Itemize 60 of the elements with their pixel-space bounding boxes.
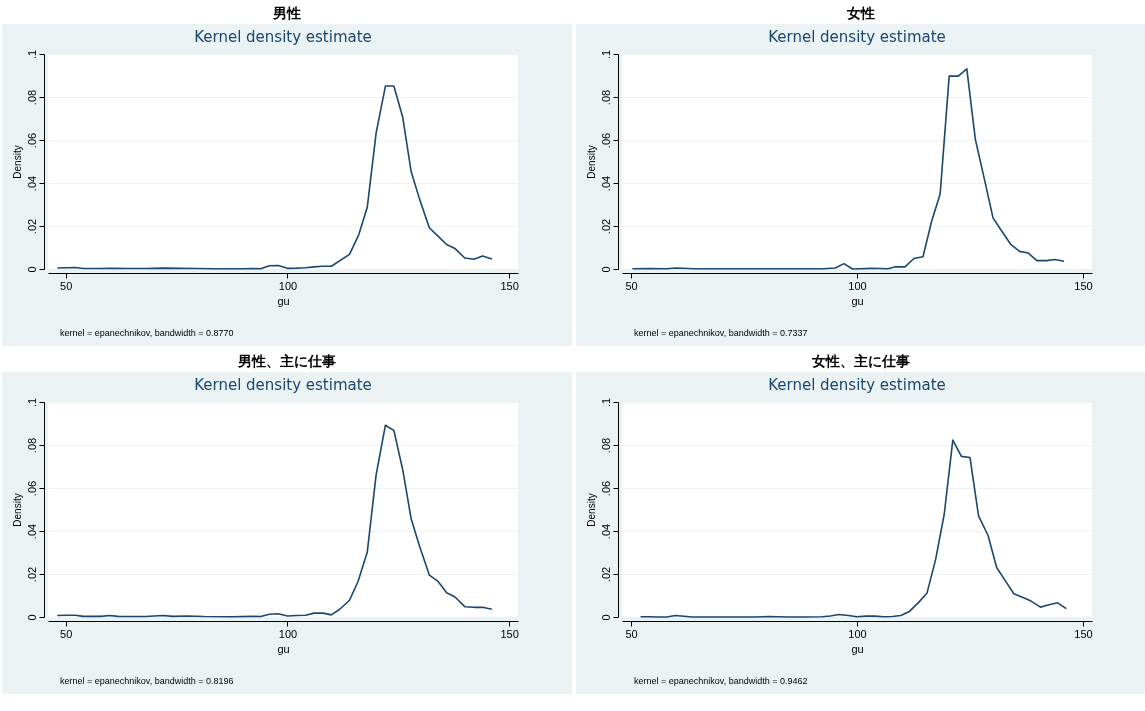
y-axis-title: Density bbox=[11, 493, 23, 527]
y-tick-label: .02 bbox=[25, 218, 38, 235]
chart-subtitle: Kernel density estimate bbox=[194, 28, 372, 47]
chart-title: 男性、主に仕事 bbox=[237, 352, 337, 371]
x-tick-label: 50 bbox=[625, 627, 638, 640]
text: kernel = epanechnikov, bandwidth = 0.9462 bbox=[634, 676, 808, 686]
y-tick-label: .06 bbox=[25, 132, 38, 149]
y-tick-label: .04 bbox=[25, 523, 38, 540]
y-tick-label: .04 bbox=[599, 175, 612, 192]
y-tick-label: .1 bbox=[599, 397, 612, 408]
chart-subtitle: Kernel density estimate bbox=[768, 28, 946, 47]
y-tick-label: .02 bbox=[599, 566, 612, 583]
y-tick-label: 0 bbox=[25, 266, 38, 273]
text: kernel = epanechnikov, bandwidth = 0.8196 bbox=[60, 676, 234, 686]
y-tick-label: .1 bbox=[599, 49, 612, 60]
y-tick-label: 0 bbox=[599, 266, 612, 273]
x-tick-label: 150 bbox=[1074, 279, 1093, 292]
x-tick-label: 150 bbox=[500, 627, 519, 640]
y-axis-title: Density bbox=[11, 145, 23, 179]
y-tick-label: .1 bbox=[25, 49, 38, 60]
y-tick-label: .04 bbox=[25, 175, 38, 192]
x-axis-title: gu bbox=[277, 642, 290, 655]
y-tick-label: .08 bbox=[25, 89, 38, 106]
text: kernel = epanechnikov, bandwidth = 0.7337 bbox=[634, 328, 808, 338]
y-tick-label: .08 bbox=[25, 437, 38, 454]
x-tick-label: 50 bbox=[625, 279, 638, 292]
chart-subtitle: Kernel density estimate bbox=[194, 376, 372, 395]
chart-title: 男性 bbox=[272, 4, 302, 23]
y-tick-label: 0 bbox=[25, 614, 38, 621]
x-tick-label: 100 bbox=[278, 279, 298, 292]
x-tick-label: 100 bbox=[278, 627, 298, 640]
line-series bbox=[639, 439, 1068, 618]
y-tick-label: .06 bbox=[25, 480, 38, 497]
chart-title: 女性、主に仕事 bbox=[811, 352, 911, 371]
y-axis-title: Density bbox=[585, 493, 597, 527]
y-tick-label: 0 bbox=[599, 614, 612, 621]
y-tick-label: .02 bbox=[25, 566, 38, 583]
line-series bbox=[56, 424, 493, 618]
y-tick-label: .06 bbox=[599, 132, 612, 149]
chart-subtitle: Kernel density estimate bbox=[768, 376, 946, 395]
y-tick-label: .04 bbox=[599, 523, 612, 540]
x-tick-label: 150 bbox=[500, 279, 519, 292]
y-tick-label: .08 bbox=[599, 89, 612, 106]
x-axis-title: gu bbox=[277, 294, 290, 307]
line-series bbox=[56, 85, 493, 270]
x-tick-label: 100 bbox=[848, 627, 867, 640]
text: kernel = epanechnikov, bandwidth = 0.8770 bbox=[60, 328, 234, 338]
y-tick-label: .1 bbox=[25, 397, 38, 408]
x-tick-label: 50 bbox=[60, 627, 73, 640]
y-tick-label: .08 bbox=[599, 437, 612, 454]
line-series bbox=[631, 68, 1065, 270]
x-axis-title: gu bbox=[851, 294, 864, 307]
x-axis-title: gu bbox=[851, 642, 864, 655]
chart-title: 女性 bbox=[846, 4, 876, 23]
x-tick-label: 150 bbox=[1074, 627, 1093, 640]
y-axis-title: Density bbox=[585, 145, 597, 179]
x-tick-label: 100 bbox=[848, 279, 867, 292]
y-tick-label: .02 bbox=[599, 218, 612, 235]
x-tick-label: 50 bbox=[60, 279, 73, 292]
y-tick-label: .06 bbox=[599, 480, 612, 497]
